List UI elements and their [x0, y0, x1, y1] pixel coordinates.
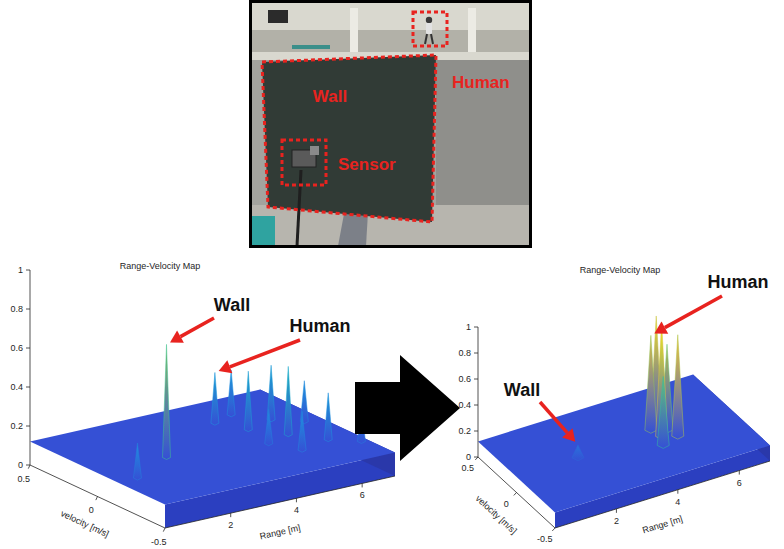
svg-text:0.5: 0.5 — [17, 474, 30, 484]
svg-text:0: 0 — [18, 460, 23, 470]
svg-text:Sensor: Sensor — [338, 155, 396, 174]
svg-text:0.2: 0.2 — [458, 426, 471, 436]
svg-text:Human: Human — [289, 316, 350, 336]
svg-text:0.2: 0.2 — [10, 421, 23, 431]
svg-text:0.6: 0.6 — [458, 374, 471, 384]
svg-text:Human: Human — [452, 73, 510, 92]
svg-text:0.6: 0.6 — [10, 343, 23, 353]
svg-text:4: 4 — [675, 497, 680, 507]
svg-text:-0.5: -0.5 — [537, 534, 553, 544]
svg-text:0.4: 0.4 — [458, 400, 471, 410]
svg-text:0: 0 — [504, 499, 509, 509]
svg-text:Wall: Wall — [214, 295, 250, 315]
svg-text:2: 2 — [614, 516, 619, 526]
svg-text:0.5: 0.5 — [462, 463, 475, 473]
svg-text:4: 4 — [294, 505, 299, 515]
svg-text:velocity [m/s]: velocity [m/s] — [59, 508, 110, 539]
svg-text:-0.5: -0.5 — [151, 537, 167, 547]
svg-text:0: 0 — [466, 452, 471, 462]
svg-text:6: 6 — [737, 478, 742, 488]
svg-text:Range-Velocity Map: Range-Velocity Map — [580, 265, 661, 275]
svg-text:6: 6 — [360, 490, 365, 500]
svg-text:Wall: Wall — [504, 380, 540, 400]
svg-text:velocity [m/s]: velocity [m/s] — [474, 493, 519, 536]
svg-text:0.8: 0.8 — [10, 304, 23, 314]
svg-text:Range [m]: Range [m] — [641, 514, 684, 536]
svg-text:Wall: Wall — [313, 87, 347, 106]
svg-text:0: 0 — [89, 505, 94, 515]
svg-text:2: 2 — [228, 520, 233, 530]
svg-text:0.8: 0.8 — [458, 348, 471, 358]
svg-text:Range-Velocity Map: Range-Velocity Map — [120, 261, 201, 271]
svg-text:1: 1 — [466, 322, 471, 332]
svg-text:Range [m]: Range [m] — [259, 523, 302, 542]
svg-text:1: 1 — [18, 265, 23, 275]
svg-text:0.4: 0.4 — [10, 382, 23, 392]
svg-text:Human: Human — [707, 272, 768, 292]
